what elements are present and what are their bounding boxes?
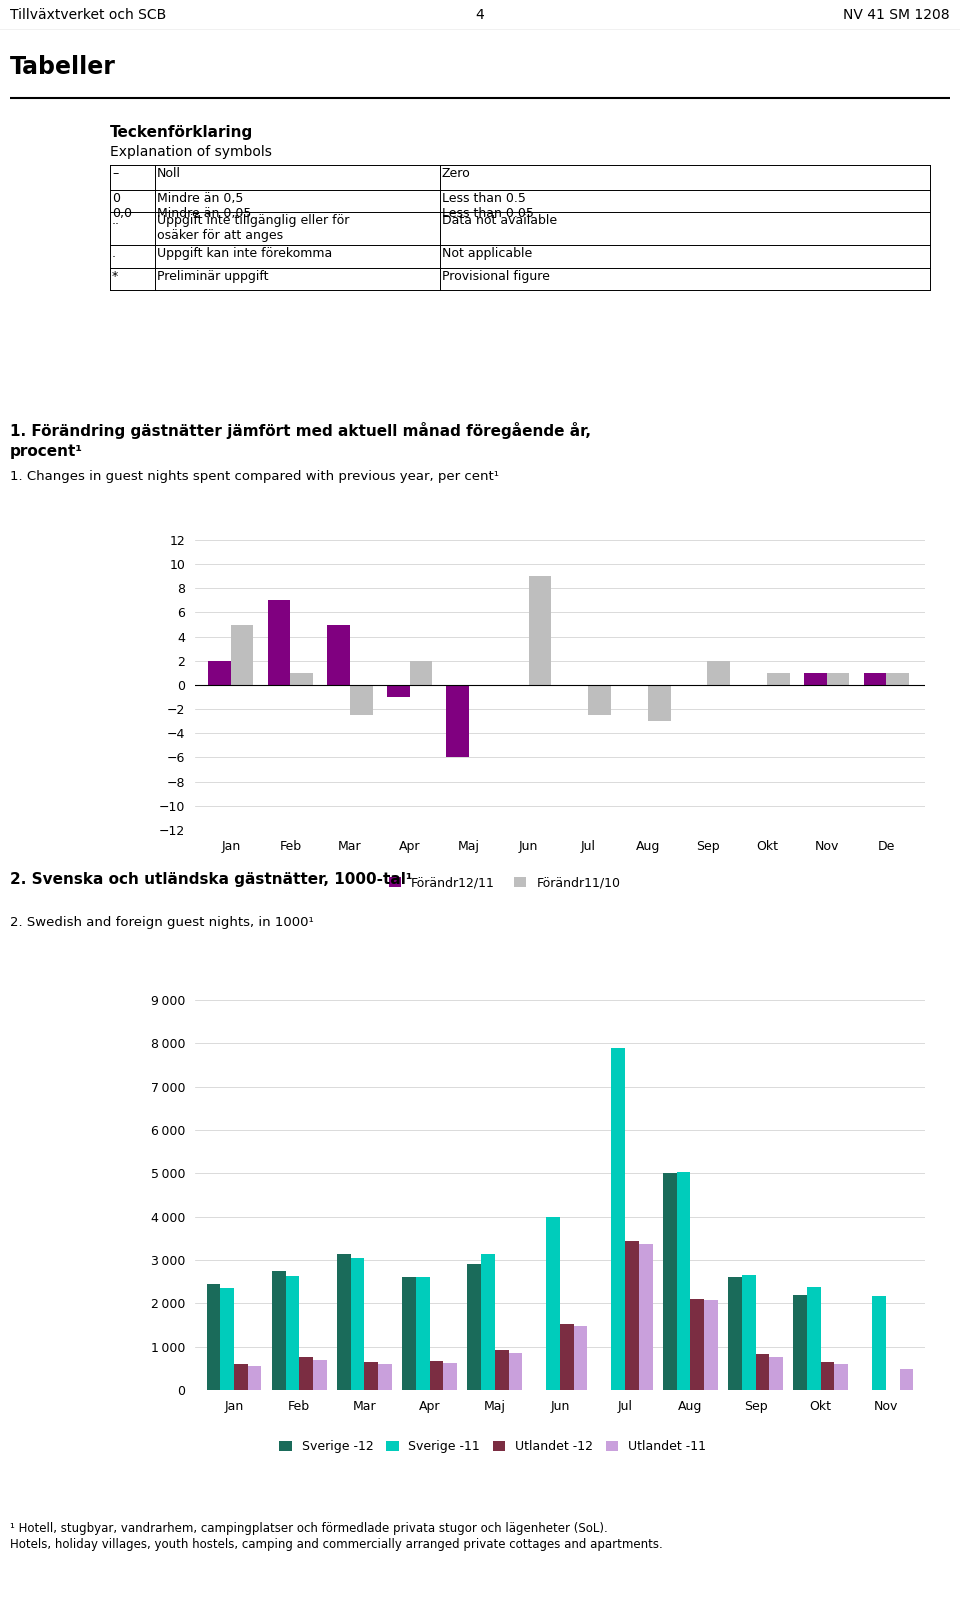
Bar (494, 1350, 509, 1390)
Text: 0
0,0: 0 0,0 (112, 193, 132, 220)
Text: ¹ Hotell, stugbyar, vandrarhem, campingplatser och förmedlade privata stugor och: ¹ Hotell, stugbyar, vandrarhem, campingp… (10, 1522, 608, 1534)
Text: Zero: Zero (442, 167, 470, 180)
Bar (804, 672, 827, 685)
Bar (529, 576, 551, 685)
Bar (821, 1363, 834, 1390)
Text: NV 41 SM 1208: NV 41 SM 1208 (844, 8, 950, 22)
Bar (387, 685, 410, 697)
Bar (886, 672, 909, 685)
Text: Less than 0.5
Less than 0.05: Less than 0.5 Less than 0.05 (442, 193, 534, 220)
Bar (300, 1358, 313, 1390)
Text: Tabeller: Tabeller (10, 55, 116, 79)
Text: Data not available: Data not available (442, 213, 557, 226)
Text: Tillväxtverket och SCB: Tillväxtverket och SCB (10, 8, 166, 22)
Text: 2. Swedish and foreign guest nights, in 1000¹: 2. Swedish and foreign guest nights, in … (10, 916, 314, 929)
Legend: Förändr12/11, Förändr11/10: Förändr12/11, Förändr11/10 (384, 872, 625, 894)
Text: 1. Förändring gästnätter jämfört med aktuell månad föregående år,
procent¹: 1. Förändring gästnätter jämfört med akt… (10, 422, 591, 459)
Bar (793, 1295, 807, 1390)
Bar (708, 661, 731, 685)
Text: Provisional figure: Provisional figure (442, 270, 550, 282)
Legend: Sverige -12, Sverige -11, Utlandet -12, Utlandet -11: Sverige -12, Sverige -11, Utlandet -12, … (275, 1435, 711, 1459)
Bar (900, 1369, 913, 1390)
Bar (416, 1278, 430, 1390)
Bar (410, 661, 432, 685)
Bar (313, 1359, 326, 1390)
Bar (648, 685, 670, 721)
Bar (864, 672, 886, 685)
Bar (769, 1356, 783, 1390)
Bar (290, 672, 313, 685)
Bar (268, 600, 290, 685)
Bar (446, 685, 469, 758)
Bar (625, 1241, 638, 1390)
Text: 1. Changes in guest nights spent compared with previous year, per cent¹: 1. Changes in guest nights spent compare… (10, 470, 499, 483)
Bar (327, 624, 350, 685)
Bar (588, 685, 611, 716)
Bar (365, 1363, 378, 1390)
Text: Not applicable: Not applicable (442, 247, 532, 260)
Text: *: * (112, 270, 118, 282)
Bar (873, 1295, 886, 1390)
Text: Explanation of symbols: Explanation of symbols (110, 144, 272, 159)
Bar (756, 1355, 769, 1390)
Bar (221, 1289, 234, 1390)
Bar (230, 624, 253, 685)
Bar (729, 1278, 742, 1390)
Text: .: . (112, 247, 116, 260)
Bar (208, 661, 230, 685)
Bar (402, 1278, 416, 1390)
Bar (234, 1364, 248, 1390)
Bar (248, 1366, 261, 1390)
Bar (560, 1324, 574, 1390)
Bar (444, 1363, 457, 1390)
Bar (612, 1048, 625, 1390)
Bar (807, 1287, 821, 1390)
Bar (742, 1274, 756, 1390)
Bar (663, 1173, 677, 1390)
Bar (638, 1244, 653, 1390)
Bar (272, 1271, 285, 1390)
Text: Uppgift kan inte förekomma: Uppgift kan inte förekomma (157, 247, 332, 260)
Bar (481, 1254, 494, 1390)
Text: 4: 4 (475, 8, 485, 22)
Bar (378, 1364, 392, 1390)
Bar (350, 1258, 365, 1390)
Text: Hotels, holiday villages, youth hostels, camping and commercially arranged priva: Hotels, holiday villages, youth hostels,… (10, 1538, 662, 1550)
Bar (690, 1298, 704, 1390)
Bar (834, 1364, 848, 1390)
Text: 2. Svenska och utländska gästnätter, 1000-tal¹: 2. Svenska och utländska gästnätter, 100… (10, 872, 413, 888)
Bar (827, 672, 850, 685)
Bar (350, 685, 372, 716)
Bar (767, 672, 790, 685)
Text: Mindre än 0,5
Mindre än 0,05: Mindre än 0,5 Mindre än 0,05 (157, 193, 252, 220)
Text: –: – (112, 167, 118, 180)
Text: Uppgift inte tillgänglig eller för
osäker för att anges: Uppgift inte tillgänglig eller för osäke… (157, 213, 349, 242)
Bar (509, 1353, 522, 1390)
Text: Noll: Noll (157, 167, 181, 180)
Text: ..: .. (112, 213, 120, 226)
Bar (574, 1326, 588, 1390)
Bar (704, 1300, 718, 1390)
Text: Preliminär uppgift: Preliminär uppgift (157, 270, 269, 282)
Bar (206, 1284, 221, 1390)
Bar (430, 1361, 444, 1390)
Bar (546, 1217, 560, 1390)
Bar (468, 1265, 481, 1390)
Bar (677, 1173, 690, 1390)
Bar (285, 1276, 300, 1390)
Text: Teckenförklaring: Teckenförklaring (110, 125, 253, 140)
Bar (337, 1254, 350, 1390)
